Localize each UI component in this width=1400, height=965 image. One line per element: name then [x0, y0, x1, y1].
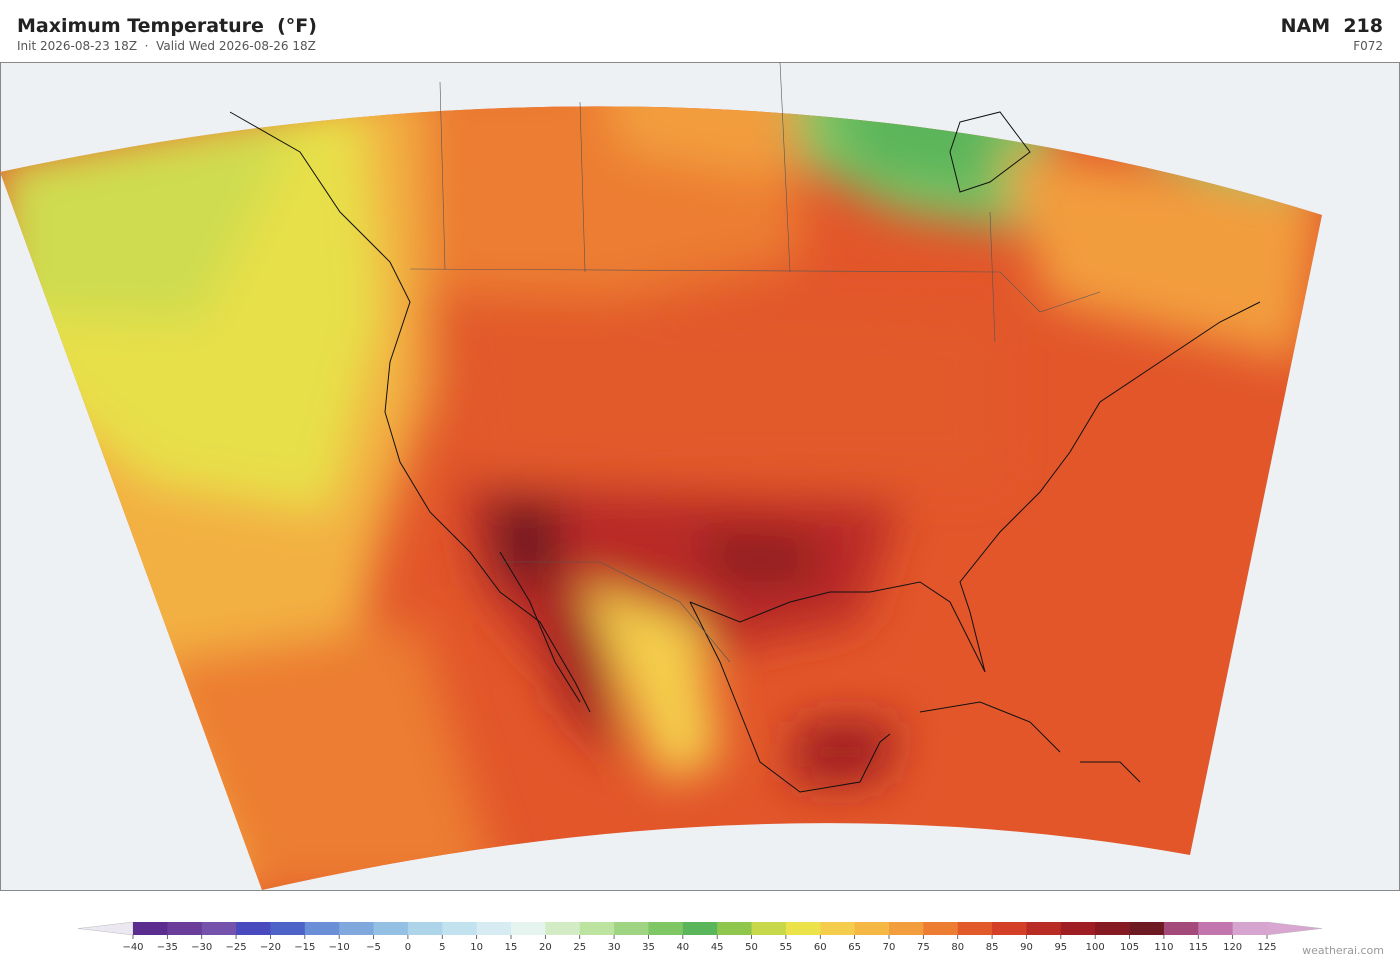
colorbar-segment: [511, 922, 546, 935]
borders: [409, 62, 1101, 663]
colorbar-tick-label: 30: [608, 942, 621, 953]
colorbar-over: [1266, 921, 1323, 936]
colorbar-tick-label: 70: [883, 942, 896, 953]
colorbar-tick-label: 5: [439, 942, 445, 953]
colorbar-tick-label: 55: [780, 942, 793, 953]
colorbar-segment: [167, 922, 203, 935]
colorbar-tick-label: −35: [157, 942, 178, 953]
colorbar-segment: [717, 922, 753, 935]
watermark: weatherai.com: [1302, 944, 1384, 957]
colorbar-under: [77, 921, 134, 936]
colorbar-segment: [1198, 922, 1234, 935]
map: [0, 62, 1400, 891]
colorbar-tick-label: 80: [951, 942, 964, 953]
colorbar-tick-label: 115: [1189, 942, 1208, 953]
colorbar-segment: [1026, 922, 1062, 935]
colorbar-segment: [1232, 922, 1268, 935]
colorbar-tick-label: 105: [1120, 942, 1139, 953]
subtitle: Init 2026-08-23 18Z · Valid Wed 2026-08-…: [17, 39, 316, 53]
colorbar-segment: [407, 922, 443, 935]
colorbar: −40 −35 −30 −25 −20 −15 −10 −5 0 5 10 15 20 25 30 35 40 4…: [77, 921, 1323, 953]
colorbar-tick-label: −40: [122, 942, 143, 953]
coastlines: [229, 111, 1261, 793]
colorbar-segment: [339, 922, 375, 935]
colorbar-tick-label: 120: [1223, 942, 1242, 953]
colorbar-tick-label: 125: [1257, 942, 1276, 953]
colorbar-tick-label: −25: [226, 942, 247, 953]
colorbar-tick-label: −10: [329, 942, 350, 953]
colorbar-segment: [820, 922, 856, 935]
colorbar-segment: [614, 922, 649, 935]
colorbar-segment: [992, 922, 1027, 935]
colorbar-tick-label: −5: [366, 942, 381, 953]
colorbar-segment: [889, 922, 924, 935]
colorbar-tick-label: −20: [260, 942, 281, 953]
colorbar-tick-label: 65: [848, 942, 861, 953]
colorbar-tick-label: −15: [294, 942, 315, 953]
colorbar-segment: [957, 922, 993, 935]
colorbar-tick-label: 20: [539, 942, 552, 953]
colorbar-segment: [682, 922, 718, 935]
model-name: NAM 218: [1280, 15, 1383, 37]
colorbar-segment: [579, 922, 615, 935]
colorbar-segment: [304, 922, 340, 935]
colorbar-segment: [373, 922, 409, 935]
colorbar-tick-label: 110: [1154, 942, 1173, 953]
colorbar-tick-label: 40: [676, 942, 689, 953]
colorbar-tick-label: 15: [505, 942, 518, 953]
colorbar-segment: [923, 922, 959, 935]
colorbar-segment: [545, 922, 581, 935]
colorbar-segment: [1163, 922, 1199, 935]
colorbar-tick-label: 75: [917, 942, 930, 953]
colorbar-segment: [133, 922, 168, 935]
colorbar-tick-label: 25: [573, 942, 586, 953]
colorbar-segment: [854, 922, 890, 935]
colorbar-segment: [1129, 922, 1165, 935]
colorbar-tick-label: 95: [1054, 942, 1067, 953]
colorbar-tick-label: 90: [1020, 942, 1033, 953]
colorbar-tick-label: 0: [405, 942, 411, 953]
colorbar-segment: [201, 922, 237, 935]
colorbar-tick-label: 45: [711, 942, 724, 953]
forecast-hour: F072: [1353, 39, 1383, 53]
colorbar-tick-label: 60: [814, 942, 827, 953]
colorbar-tick-label: 50: [745, 942, 758, 953]
colorbar-tick-label: 100: [1086, 942, 1105, 953]
colorbar-segment: [270, 922, 306, 935]
colorbar-segment: [442, 922, 478, 935]
colorbar-tick-label: 10: [470, 942, 483, 953]
colorbar-segment: [785, 922, 821, 935]
title: Maximum Temperature (°F): [17, 15, 317, 37]
colorbar-tick-label: 85: [986, 942, 999, 953]
colorbar-tick-label: 35: [642, 942, 655, 953]
colorbar-segment: [236, 922, 271, 935]
colorbar-segment: [1095, 922, 1131, 935]
colorbar-segment: [476, 922, 512, 935]
colorbar-segment: [1060, 922, 1096, 935]
colorbar-tick-label: −30: [191, 942, 212, 953]
colorbar-segment: [648, 922, 684, 935]
colorbar-segment: [751, 922, 787, 935]
